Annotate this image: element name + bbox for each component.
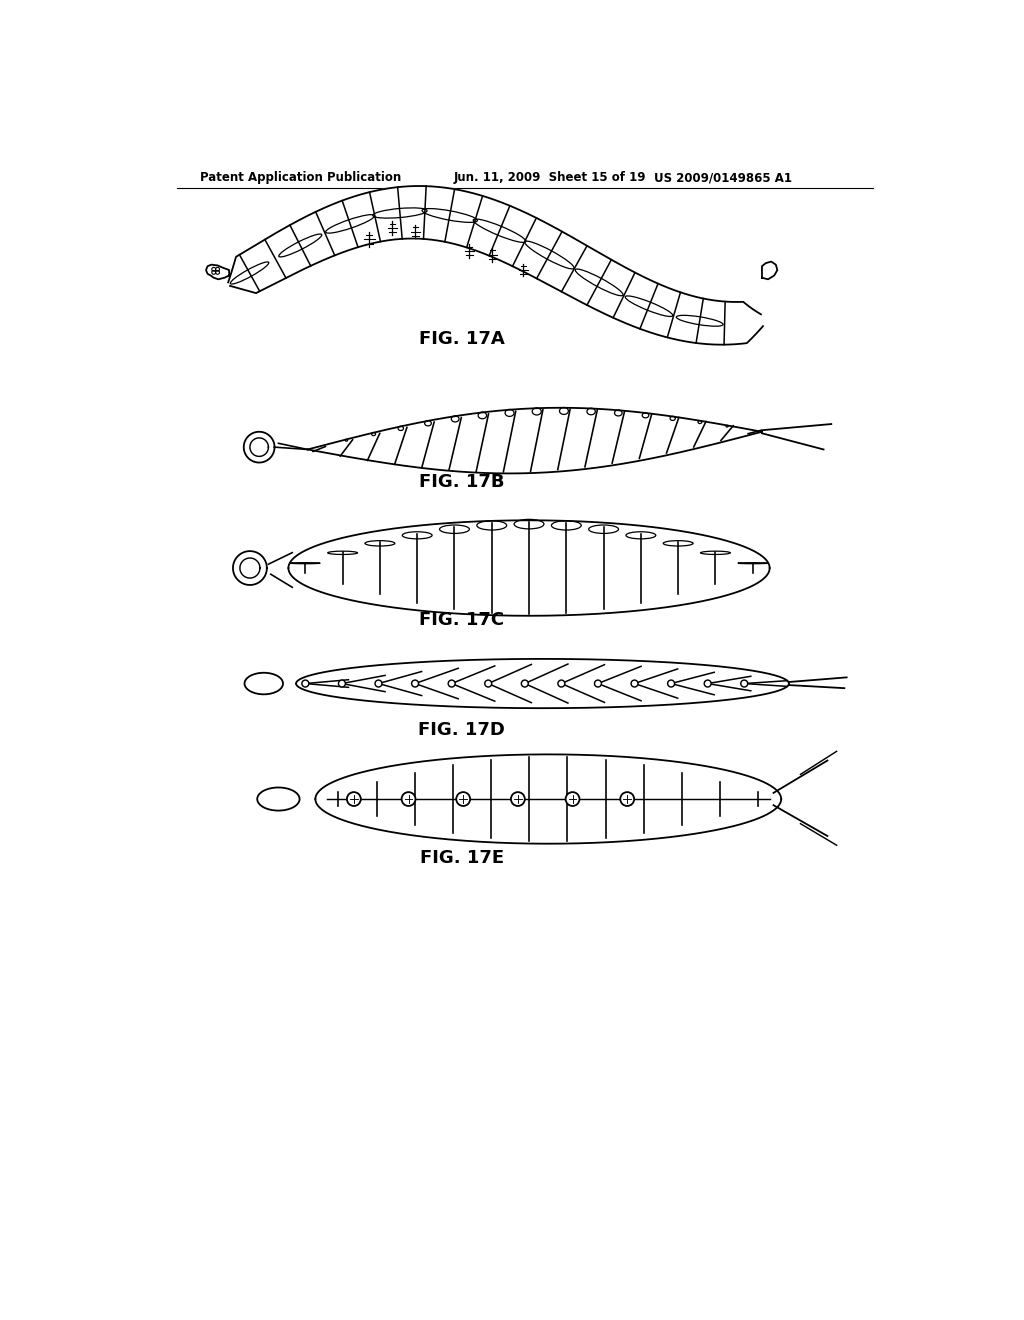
Text: Jun. 11, 2009  Sheet 15 of 19: Jun. 11, 2009 Sheet 15 of 19 (454, 172, 646, 185)
Circle shape (558, 680, 565, 686)
Circle shape (401, 792, 416, 807)
Circle shape (521, 680, 528, 686)
Circle shape (375, 680, 382, 686)
Circle shape (621, 792, 634, 807)
Polygon shape (228, 186, 763, 345)
Polygon shape (206, 264, 229, 280)
Text: FIG. 17E: FIG. 17E (420, 849, 504, 866)
Circle shape (347, 792, 360, 807)
Polygon shape (307, 408, 762, 474)
Text: FIG. 17C: FIG. 17C (419, 611, 504, 630)
Text: Patent Application Publication: Patent Application Publication (200, 172, 401, 185)
Text: US 2009/0149865 A1: US 2009/0149865 A1 (654, 172, 793, 185)
Circle shape (339, 680, 345, 686)
Circle shape (668, 680, 675, 686)
Circle shape (457, 792, 470, 807)
Circle shape (302, 680, 309, 686)
Polygon shape (296, 659, 788, 708)
Text: FIG. 17B: FIG. 17B (419, 473, 505, 491)
Circle shape (511, 792, 524, 807)
Circle shape (595, 680, 601, 686)
Circle shape (705, 680, 711, 686)
Polygon shape (315, 755, 781, 843)
Text: FIG. 17D: FIG. 17D (418, 721, 505, 739)
Circle shape (412, 680, 419, 686)
Polygon shape (762, 261, 777, 280)
Circle shape (484, 680, 492, 686)
Text: FIG. 17A: FIG. 17A (419, 330, 505, 348)
Circle shape (565, 792, 580, 807)
Polygon shape (289, 520, 770, 615)
Circle shape (449, 680, 455, 686)
Circle shape (631, 680, 638, 686)
Circle shape (740, 680, 748, 686)
Polygon shape (240, 558, 260, 578)
